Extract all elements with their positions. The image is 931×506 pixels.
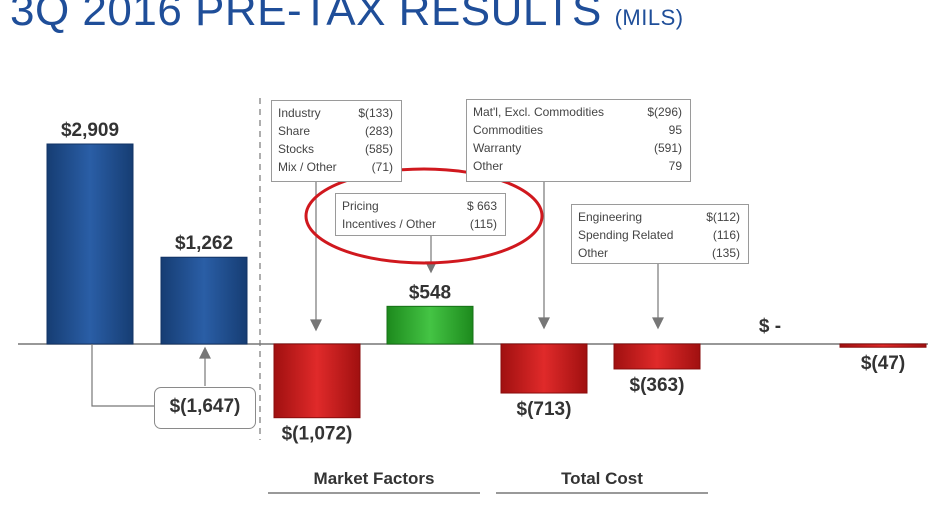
contribution-row-name: Other — [473, 159, 504, 173]
contribution-row-value: 79 — [668, 159, 682, 173]
volume-row-name: Industry — [278, 106, 321, 120]
footer-market-factors-line — [268, 492, 480, 494]
bar-5 — [613, 343, 701, 370]
structural-row-name: Spending Related — [578, 228, 674, 242]
arrow-change-up — [199, 346, 211, 359]
bar-0 — [46, 143, 134, 345]
structural-row: Other (135) — [578, 244, 740, 262]
contribution-row-value: (591) — [653, 141, 682, 155]
volume-row: Industry $(133) — [278, 104, 393, 122]
footer-total-cost-line — [496, 492, 708, 494]
title-unit: (MILS) — [614, 5, 684, 30]
page-title: 3Q 2016 PRE-TAX RESULTS (MILS) — [10, 0, 684, 36]
contribution-row-value: $(296) — [647, 105, 682, 119]
pricing-row-value: $ 663 — [466, 199, 497, 213]
bar-value-label-5: $(363) — [630, 375, 685, 396]
arrow-contribution — [538, 317, 550, 330]
contribution-row-name: Commodities — [473, 123, 544, 137]
volume-row-name: Mix / Other — [278, 160, 337, 174]
pricing-box: Pricing $ 663 Incentives / Other (115) — [335, 193, 506, 236]
bar-value-label-3: $548 — [409, 282, 451, 303]
connector-change-left — [91, 344, 154, 407]
arrow-structural — [652, 317, 664, 330]
bar-2 — [273, 343, 361, 419]
bar-4 — [500, 343, 588, 394]
volume-row: Mix / Other (71) — [278, 158, 393, 176]
bar-value-label-6: $ - — [759, 316, 781, 337]
structural-row-value: (116) — [712, 228, 740, 242]
volume-mix-box: Industry $(133) Share (283) Stocks (585) Mix /… — [271, 100, 402, 182]
pricing-row-value: (115) — [469, 217, 497, 231]
pricing-row: Pricing $ 663 — [342, 197, 497, 215]
pricing-highlight-circle — [304, 167, 544, 265]
volume-row: Stocks (585) — [278, 140, 393, 158]
bar-1 — [160, 256, 248, 345]
bar-value-label-1: $1,262 — [175, 233, 233, 254]
volume-row-value: (71) — [371, 160, 393, 174]
change-label-box: $(1,647) — [154, 387, 256, 429]
volume-row-value: (283) — [364, 124, 393, 138]
pricing-row-name: Incentives / Other — [342, 217, 437, 231]
structural-row-name: Other — [578, 246, 609, 260]
structural-row: Engineering $(112) — [578, 208, 740, 226]
contribution-row: Other 79 — [473, 157, 682, 175]
pricing-row: Incentives / Other (115) — [342, 215, 497, 233]
volume-row-name: Share — [278, 124, 311, 138]
contribution-row-value: 95 — [668, 123, 682, 137]
footer-market-factors: Market Factors — [313, 469, 435, 488]
bar-value-label-4: $(713) — [517, 399, 572, 420]
structural-row: Spending Related (116) — [578, 226, 740, 244]
contribution-row-name: Mat'l, Excl. Commodities — [473, 105, 604, 119]
structural-row-value: (135) — [711, 246, 740, 260]
bar-value-label-2: $(1,072) — [282, 424, 353, 445]
arrow-volume — [310, 319, 322, 332]
title-text: 3Q 2016 PRE-TAX RESULTS — [10, 0, 602, 35]
volume-row-value: $(133) — [358, 106, 393, 120]
contribution-box: Mat'l, Excl. Commodities $(296) Commoditie… — [466, 99, 691, 182]
bar-value-label-7: $(47) — [861, 353, 905, 374]
bar-7 — [839, 343, 927, 348]
contribution-row: Commodities 95 — [473, 121, 682, 139]
bar-value-label-0: $2,909 — [61, 120, 119, 141]
volume-row: Share (283) — [278, 122, 393, 140]
bar-3 — [386, 305, 474, 345]
structural-box: Engineering $(112) Spending Related (116) Ot… — [571, 204, 749, 264]
pricing-row-name: Pricing — [342, 199, 379, 213]
footer-total-cost: Total Cost — [561, 469, 643, 488]
structural-row-value: $(112) — [706, 210, 740, 224]
volume-row-value: (585) — [364, 142, 393, 156]
contribution-row: Mat'l, Excl. Commodities $(296) — [473, 103, 682, 121]
contribution-row: Warranty (591) — [473, 139, 682, 157]
structural-row-name: Engineering — [578, 210, 643, 224]
volume-row-name: Stocks — [278, 142, 315, 156]
contribution-row-name: Warranty — [473, 141, 522, 155]
